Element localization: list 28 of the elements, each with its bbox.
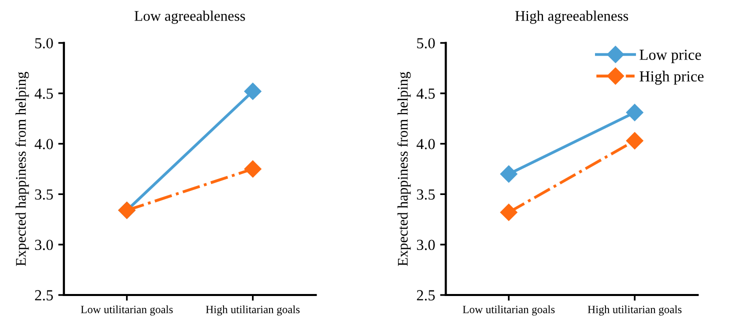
point: [500, 165, 518, 183]
point: [626, 132, 644, 150]
x-tick-label: Low utilitarian goals: [462, 305, 555, 316]
y-tick-label: 3.0: [417, 240, 435, 250]
y-tick-label: 3.5: [417, 189, 435, 200]
y-axis-title: Expected happiness from helping: [397, 72, 411, 266]
point: [626, 104, 644, 122]
x-tick-label: High utilitarian goals: [206, 305, 300, 316]
y-tick-label: 5.0: [417, 38, 435, 48]
y-tick-label: 4.5: [34, 88, 53, 99]
y-tick-label: 5.0: [35, 38, 53, 48]
y-tick-label: 4.0: [416, 138, 435, 150]
point: [500, 204, 518, 221]
x-tick-label: High utilitarian goals: [588, 305, 682, 316]
y-tick-label: 4.5: [416, 88, 435, 99]
y-tick-label: 3.0: [35, 240, 53, 250]
y-tick-label: 2.5: [35, 290, 53, 301]
y-axis-title: Expected happiness from helping: [15, 72, 29, 266]
y-tick-label: 4.0: [34, 138, 53, 150]
legend-label: Low price: [640, 50, 701, 64]
y-tick-label: 3.5: [35, 189, 53, 200]
chart-title: High agreeableness: [515, 10, 628, 24]
x-tick-label: Low utilitarian goals: [80, 305, 173, 316]
chart-title: Low agreeableness: [134, 10, 245, 24]
point: [244, 160, 262, 178]
y-tick-label: 2.5: [416, 290, 435, 301]
point: [244, 82, 262, 100]
legend-label: High price: [640, 70, 704, 85]
